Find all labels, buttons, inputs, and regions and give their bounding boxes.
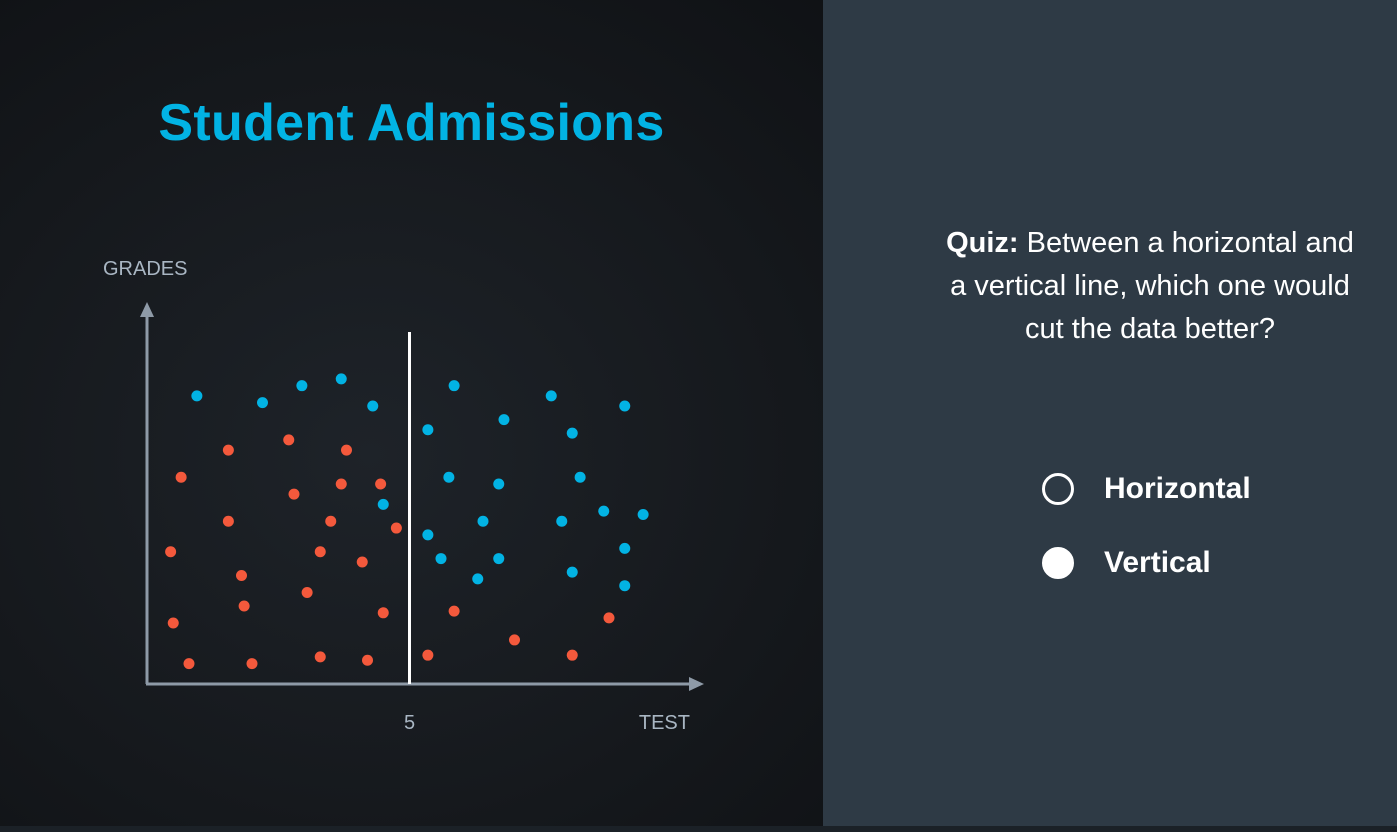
data-point-blue	[335, 373, 347, 385]
data-point-blue	[377, 498, 389, 510]
radio-unselected-icon[interactable]	[1042, 473, 1074, 505]
data-point-red	[301, 586, 313, 598]
option-horizontal[interactable]: Horizontal	[1042, 469, 1251, 509]
x-axis-label: TEST	[639, 712, 690, 734]
data-point-blue	[619, 580, 631, 592]
data-point-red	[356, 556, 368, 568]
data-point-blue	[477, 515, 489, 527]
data-point-red	[375, 478, 387, 490]
quiz-question-text: Between a horizontal and a vertical line…	[950, 227, 1354, 345]
data-point-red	[175, 471, 187, 483]
data-point-red	[377, 607, 389, 619]
data-point-red	[314, 651, 326, 663]
data-point-red	[236, 570, 247, 582]
slide-panel: Student Admissions GRADES TEST 5	[0, 0, 823, 826]
option-vertical[interactable]: Vertical	[1042, 543, 1211, 583]
data-point-red	[603, 612, 615, 624]
data-point-red	[509, 634, 520, 646]
bottom-strip	[0, 826, 1397, 832]
data-point-red	[314, 546, 326, 558]
data-point-red	[448, 605, 460, 617]
data-point-red	[390, 522, 402, 534]
page-title: Student Admissions	[158, 94, 665, 152]
data-point-red	[335, 478, 347, 490]
option-label: Horizontal	[1104, 472, 1251, 505]
quiz-prefix: Quiz:	[946, 227, 1019, 259]
data-point-red	[566, 649, 578, 661]
x-tick-label: 5	[404, 712, 415, 734]
data-point-blue	[367, 400, 379, 412]
data-point-red	[165, 546, 177, 558]
data-point-blue	[556, 515, 568, 527]
data-point-blue	[574, 471, 586, 483]
quiz-panel	[823, 0, 1397, 826]
scatter-chart: GRADES TEST 5	[103, 258, 704, 734]
y-axis-label: GRADES	[103, 258, 187, 280]
data-point-blue	[566, 427, 578, 439]
data-point-blue	[493, 478, 505, 490]
data-point-blue	[619, 400, 631, 412]
data-point-red	[288, 488, 300, 500]
data-point-blue	[191, 390, 203, 402]
data-point-red	[238, 600, 250, 612]
data-point-red	[246, 658, 258, 670]
x-axis-arrowhead	[689, 677, 704, 691]
data-point-blue	[498, 414, 510, 426]
data-point-red	[183, 658, 195, 670]
data-point-blue	[472, 573, 484, 585]
y-axis-arrowhead	[140, 302, 154, 317]
data-point-red	[167, 617, 179, 629]
data-point-blue	[619, 542, 631, 554]
data-point-red	[341, 444, 352, 456]
data-point-red	[283, 434, 295, 446]
data-point-blue	[493, 553, 505, 565]
data-point-blue	[443, 471, 455, 483]
data-point-blue	[598, 505, 610, 517]
data-point-red	[325, 515, 337, 527]
data-point-blue	[257, 397, 268, 409]
data-point-red	[362, 654, 373, 666]
data-point-blue	[422, 424, 434, 436]
data-point-blue	[637, 509, 649, 520]
radio-selected-icon[interactable]	[1042, 547, 1074, 579]
data-point-blue	[296, 380, 308, 392]
data-point-blue	[422, 529, 434, 541]
data-point-red	[222, 444, 234, 456]
data-point-blue	[566, 566, 578, 578]
quiz-question: Quiz: Between a horizontal and a vertica…	[945, 222, 1355, 351]
data-point-blue	[448, 380, 460, 392]
data-points	[165, 373, 649, 670]
option-label: Vertical	[1104, 546, 1211, 579]
data-point-blue	[435, 553, 447, 565]
data-point-red	[422, 649, 434, 661]
data-point-red	[222, 515, 234, 527]
data-point-blue	[545, 390, 557, 402]
